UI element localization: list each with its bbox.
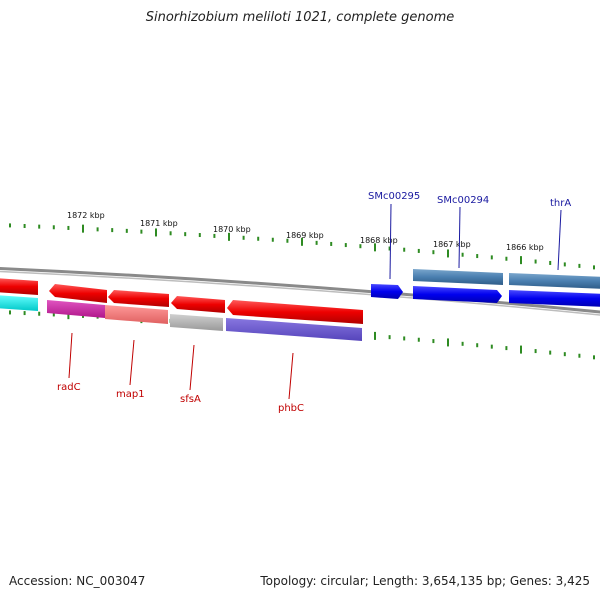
gene-label-SMc00295[interactable]: SMc00295: [368, 191, 420, 202]
outer-ruler-ticks: [9, 223, 595, 270]
gene-annotation-radC: [47, 300, 105, 318]
ruler-label: 1866 kbp: [506, 243, 544, 252]
genome-summary-text: Topology: circular; Length: 3,654,135 bp…: [260, 574, 590, 588]
gene-annotation-phbC: [226, 318, 362, 341]
ruler-label: 1867 kbp: [433, 240, 471, 249]
gene-annotation-sfsA: [170, 314, 223, 331]
leader-sfsA: [189, 344, 195, 391]
ruler-label: 1872 kbp: [67, 211, 105, 220]
ruler-label: 1868 kbp: [360, 236, 398, 245]
gene-annotation-SMc00294: [413, 269, 503, 285]
gene-feature-SMc00295[interactable]: [371, 284, 403, 299]
ruler-label: 1871 kbp: [140, 219, 178, 228]
ruler-label: 1869 kbp: [286, 231, 324, 240]
leader-SMc00294: [458, 206, 461, 269]
leader-SMc00295: [389, 203, 392, 280]
gene-label-sfsA[interactable]: sfsA: [180, 394, 201, 405]
gene-label-radC[interactable]: radC: [57, 382, 81, 393]
gene-feature-SMc00294[interactable]: [413, 286, 502, 303]
gene-feature-sfsA[interactable]: [171, 296, 225, 313]
leader-phbC: [288, 352, 294, 400]
gene-feature-thrA[interactable]: [509, 290, 600, 307]
backbone-inner: [0, 270, 600, 316]
gene-feature-radC[interactable]: [49, 284, 107, 303]
gene-annotation-thrA: [509, 273, 600, 289]
gene-label-phbC[interactable]: phbC: [278, 403, 304, 414]
ruler-labels: 1872 kbp 1871 kbp 1870 kbp 1869 kbp 1868…: [67, 211, 544, 252]
leader-map1: [129, 339, 135, 386]
gene-label-map1[interactable]: map1: [116, 389, 145, 400]
gene-feature-map1[interactable]: [108, 290, 169, 307]
accession-text: Accession: NC_003047: [9, 574, 146, 588]
gene-annotation-map1: [105, 305, 168, 324]
backbone-outer: [0, 266, 600, 314]
leader-radC: [68, 332, 73, 379]
gene-feature-phbC[interactable]: [227, 300, 363, 324]
gene-annotation-left-edge: [0, 295, 38, 311]
gene-label-thrA[interactable]: thrA: [550, 198, 571, 209]
gene-feature-left-edge: [0, 278, 38, 295]
gene-label-SMc00294[interactable]: SMc00294: [437, 195, 489, 206]
map-title: Sinorhizobium meliloti 1021, complete ge…: [145, 10, 455, 25]
leader-thrA: [557, 209, 562, 271]
ruler-label: 1870 kbp: [213, 225, 251, 234]
